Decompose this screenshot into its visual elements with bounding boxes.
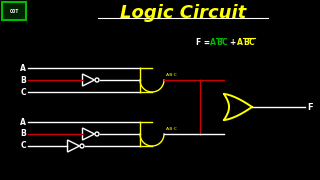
Text: A·B·C: A·B·C xyxy=(166,127,178,131)
Text: B: B xyxy=(243,37,249,46)
Text: A·B·C: A·B·C xyxy=(166,73,178,77)
Text: +: + xyxy=(229,37,235,46)
Text: C: C xyxy=(20,87,26,96)
Text: C: C xyxy=(20,141,26,150)
Text: Logic Circuit: Logic Circuit xyxy=(120,4,246,22)
Text: F =: F = xyxy=(196,37,213,46)
FancyBboxPatch shape xyxy=(2,2,26,20)
Text: B: B xyxy=(20,75,26,84)
Text: B: B xyxy=(20,129,26,138)
Text: A: A xyxy=(237,37,243,46)
Text: OOT: OOT xyxy=(9,8,19,14)
Text: B: B xyxy=(216,37,222,46)
Text: F: F xyxy=(307,102,313,111)
Text: A: A xyxy=(20,118,26,127)
Text: C: C xyxy=(222,37,228,46)
Text: A: A xyxy=(20,64,26,73)
Text: C: C xyxy=(249,37,255,46)
Text: A: A xyxy=(210,37,216,46)
